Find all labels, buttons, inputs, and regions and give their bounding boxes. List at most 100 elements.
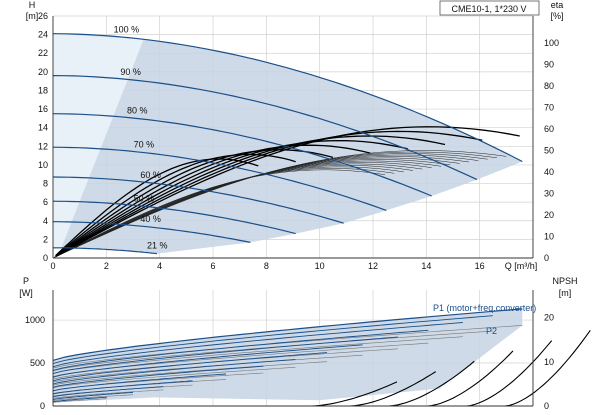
speed-label: 50 % xyxy=(134,193,155,203)
y-axis-unit: [W] xyxy=(19,288,33,298)
head-curve xyxy=(52,33,523,163)
p1-curve xyxy=(52,365,264,388)
x-tick-label: 6 xyxy=(210,261,215,271)
y-tick-label: 12 xyxy=(38,141,48,151)
efficiency-curve xyxy=(55,130,483,258)
title-box xyxy=(439,0,540,16)
y-tick-label: 22 xyxy=(38,48,48,58)
p1-curve xyxy=(52,322,463,368)
efficiency-curve xyxy=(55,126,520,258)
y-tick-label: 10 xyxy=(38,160,48,170)
p1-curve xyxy=(52,344,363,378)
p1-curve xyxy=(52,396,107,403)
x-tick-label: 14 xyxy=(421,261,431,271)
efficiency-curve xyxy=(55,144,371,257)
y-right-tick-label: 0 xyxy=(544,253,549,263)
y-right-tick-label: 20 xyxy=(544,210,554,220)
npsh-curve xyxy=(427,350,514,407)
p1-curve xyxy=(52,315,493,365)
y-tick-label: 0 xyxy=(43,253,48,263)
y-axis-label: H xyxy=(29,0,36,10)
p2-curve xyxy=(52,336,463,374)
upper-chart: 100 %90 %80 %70 %60 %50 %40 %21 %0 2 4 6 8 10… xyxy=(26,0,564,271)
speed-label: 70 % xyxy=(134,140,155,150)
y-tick-label: 1000 xyxy=(25,315,45,325)
y-tick-label: 16 xyxy=(38,104,48,114)
y-tick-label: 2 xyxy=(43,234,48,244)
npsh-curve xyxy=(311,381,398,407)
head-curve xyxy=(52,200,296,235)
p2-curve xyxy=(52,398,107,403)
head-curve xyxy=(53,221,251,243)
lower-chart: 0 500 1000 0 10 20 P [W] NPSH [m] P1 (motor+freq.c… xyxy=(19,276,591,411)
y-right-axis-label: eta xyxy=(551,0,564,10)
y-tick-label: 500 xyxy=(30,358,45,368)
npsh-curve xyxy=(388,360,475,407)
efficiency-curve xyxy=(55,149,334,257)
y-right-axis-unit: [m] xyxy=(559,288,572,298)
x-axis-label: Q [m³/h] xyxy=(505,261,538,271)
y-right-tick-label: 10 xyxy=(544,357,554,367)
head-curve xyxy=(52,113,432,197)
y-axis-unit: [m] xyxy=(26,11,39,21)
title-group: CME10-1, 1*230 V xyxy=(439,0,540,16)
operating-area-light xyxy=(53,33,144,249)
y-tick-label: 6 xyxy=(43,197,48,207)
x-tick-label: 10 xyxy=(315,261,325,271)
p1-curve xyxy=(52,373,227,392)
y-tick-label: 0 xyxy=(40,401,45,411)
speed-label: 90 % xyxy=(120,67,141,77)
npsh-curve xyxy=(504,329,591,407)
x-tick-label: 0 xyxy=(50,261,55,271)
y-right-tick-label: 20 xyxy=(544,313,554,323)
x-tick-label: 16 xyxy=(475,261,485,271)
p1-curve xyxy=(52,336,398,375)
npsh-curve xyxy=(350,371,436,407)
y-axis-label: P xyxy=(23,276,29,286)
p1-curve xyxy=(52,380,193,395)
y-right-tick-label: 70 xyxy=(544,102,554,112)
y-right-tick-label: 30 xyxy=(544,188,554,198)
p2-curve xyxy=(52,394,134,401)
speed-label: 60 % xyxy=(140,170,161,180)
operating-area xyxy=(53,33,523,254)
efficiency-trace xyxy=(54,169,386,258)
series-label-p2: P2 xyxy=(486,326,497,336)
p1-curve xyxy=(52,352,328,382)
y-right-tick-label: 80 xyxy=(544,81,554,91)
head-curve xyxy=(52,176,344,224)
y-right-tick-label: 10 xyxy=(544,231,554,241)
y-tick-label: 26 xyxy=(38,11,48,21)
p2-curve xyxy=(52,367,296,389)
chart-title: CME10-1, 1*230 V xyxy=(451,4,526,14)
y-right-axis-unit: [%] xyxy=(550,11,563,21)
speed-label: 80 % xyxy=(127,106,148,116)
p1-curve xyxy=(52,386,164,398)
speed-label: 21 % xyxy=(147,241,168,251)
y-tick-label: 20 xyxy=(38,67,48,77)
y-right-tick-label: 90 xyxy=(544,59,554,69)
y-right-axis-label: NPSH xyxy=(552,276,577,286)
x-tick-label: 12 xyxy=(368,261,378,271)
p1-curve xyxy=(52,358,296,385)
efficiency-curve xyxy=(55,158,259,256)
head-curve xyxy=(52,75,478,181)
x-tick-label: 8 xyxy=(264,261,269,271)
p1-curve xyxy=(52,329,429,371)
y-tick-label: 18 xyxy=(38,85,48,95)
head-curve xyxy=(53,247,158,255)
speed-label: 100 % xyxy=(114,25,140,35)
p2-curve xyxy=(52,325,523,369)
y-tick-label: 4 xyxy=(43,216,48,226)
x-tick-label: 2 xyxy=(104,261,109,271)
p2-curve xyxy=(52,361,328,386)
efficiency-curve xyxy=(55,135,446,257)
x-tick-label: 4 xyxy=(157,261,162,271)
y-tick-label: 8 xyxy=(43,179,48,189)
y-tick-label: 14 xyxy=(38,123,48,133)
series-label-p1: P1 (motor+freq.converter) xyxy=(433,303,536,313)
p1-curve xyxy=(52,308,523,361)
p2-curve xyxy=(52,389,164,399)
